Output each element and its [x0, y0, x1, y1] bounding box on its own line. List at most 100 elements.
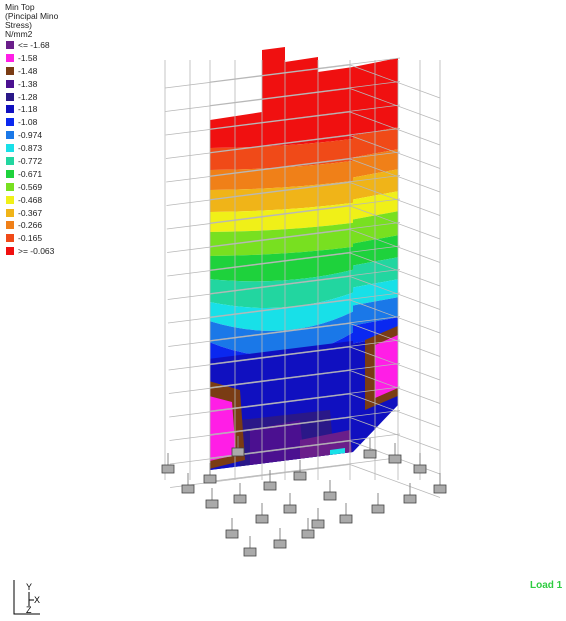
- legend-items: <= -1.68 -1.58 -1.48 -1.38 -1.28 -1.18 -1.08 -0…: [5, 39, 85, 258]
- fixed-supports: [161, 436, 447, 557]
- stress-patch: [375, 335, 398, 398]
- legend-row: -0.974: [5, 129, 85, 142]
- frame-beam: [209, 269, 401, 294]
- frame-beam: [209, 104, 401, 130]
- support-base-icon: [161, 464, 175, 474]
- legend-swatch: [6, 53, 14, 62]
- legend-label: -0.772: [18, 156, 43, 167]
- legend-label: -0.569: [18, 181, 43, 192]
- legend-row: -1.08: [5, 116, 85, 129]
- support-base-icon: [243, 547, 257, 557]
- frame-beam: [169, 440, 351, 465]
- legend-label: -0.671: [18, 168, 43, 179]
- stress-patch: [250, 420, 305, 470]
- building-model-view: [161, 47, 447, 557]
- legend-swatch: [6, 234, 14, 243]
- legend-row: -0.873: [5, 142, 85, 155]
- legend-swatch: [6, 247, 14, 256]
- frame-beam: [349, 205, 441, 240]
- legend-row: <= -1.68: [5, 39, 85, 52]
- frame-beam: [165, 111, 351, 136]
- frame-beam: [209, 457, 401, 482]
- stress-band: [210, 160, 353, 190]
- support-base-icon: [339, 514, 353, 524]
- frame-beam: [349, 88, 441, 122]
- support-base-icon: [363, 449, 377, 459]
- frame-beam: [167, 276, 351, 300]
- legend-row: -0.367: [5, 207, 85, 220]
- frame-beam: [349, 370, 441, 404]
- stress-legend: Min Top (Pincipal Mino Stress) N/mm2 <= …: [5, 3, 85, 258]
- frame-beam: [166, 182, 351, 206]
- frame-beam: [209, 386, 401, 412]
- legend-title-line-1: Min Top: [5, 2, 35, 12]
- legend-swatch: [6, 131, 14, 140]
- frame-beam: [209, 292, 401, 318]
- legend-row: -1.28: [5, 91, 85, 104]
- legend-swatch: [6, 182, 14, 191]
- support-base-icon: [283, 504, 297, 514]
- load-case-label: Load 1: [530, 580, 563, 591]
- support-base-icon: [323, 491, 337, 501]
- legend-row: -0.165: [5, 232, 85, 245]
- legend-title-line-4: N/mm2: [5, 29, 33, 39]
- frame-beam: [166, 205, 351, 230]
- frame-beam: [168, 323, 351, 347]
- stress-band: [353, 278, 398, 306]
- support-base-icon: [203, 474, 217, 484]
- frame-beam: [349, 323, 441, 357]
- frame-beam: [209, 222, 401, 247]
- legend-row: -1.48: [5, 65, 85, 78]
- frame-beam: [349, 64, 441, 99]
- legend-title-line-2: (Pincipal Mino: [5, 11, 59, 21]
- legend-row: -0.772: [5, 155, 85, 168]
- frame-beam: [349, 229, 441, 263]
- stress-band: [210, 47, 353, 148]
- support-base-icon: [233, 494, 247, 504]
- legend-swatch: [6, 221, 14, 230]
- legend-row: -0.569: [5, 181, 85, 194]
- legend-label: -0.266: [18, 220, 43, 231]
- support-base-icon: [205, 499, 219, 509]
- legend-swatch: [6, 157, 14, 166]
- legend-swatch: [6, 66, 14, 75]
- frame-beam: [209, 410, 401, 435]
- axis-z-label: Z: [26, 605, 32, 615]
- frame-beam: [170, 464, 351, 488]
- frame-beam: [209, 198, 401, 224]
- legend-label: -1.58: [18, 52, 38, 63]
- contour-front-face: [210, 47, 353, 470]
- side-low-stress-patches: [365, 325, 398, 410]
- legend-swatch: [6, 79, 14, 88]
- stress-band: [353, 126, 398, 158]
- stress-band: [210, 222, 353, 256]
- legend-label: -1.28: [18, 91, 38, 102]
- frame-beam: [209, 175, 401, 200]
- stress-band: [210, 268, 353, 308]
- support-base-icon: [231, 447, 245, 457]
- frame-beam: [166, 158, 351, 183]
- legend-title: Min Top (Pincipal Mino Stress) N/mm2: [5, 3, 85, 39]
- structural-frame: [164, 57, 441, 498]
- frame-beam: [349, 158, 441, 193]
- legend-swatch: [6, 195, 14, 204]
- frame-beam: [209, 316, 401, 341]
- legend-swatch: [6, 169, 14, 178]
- legend-row: -0.671: [5, 168, 85, 181]
- legend-swatch: [6, 105, 14, 114]
- support-base-icon: [293, 471, 307, 481]
- legend-label: <= -1.68: [18, 40, 50, 50]
- frame-beam: [164, 64, 351, 89]
- legend-swatch: [6, 41, 14, 49]
- legend-label: -0.367: [18, 207, 43, 218]
- frame-beam: [349, 417, 441, 451]
- frame-beam: [349, 252, 441, 287]
- legend-swatch: [6, 118, 14, 127]
- axis-triad: Y X Z: [12, 578, 46, 616]
- support-base-icon: [225, 529, 239, 539]
- support-base-icon: [311, 519, 325, 529]
- support-base-icon: [371, 504, 385, 514]
- frame-beam: [349, 276, 441, 310]
- support-base-icon: [403, 494, 417, 504]
- frame-beam: [349, 182, 441, 216]
